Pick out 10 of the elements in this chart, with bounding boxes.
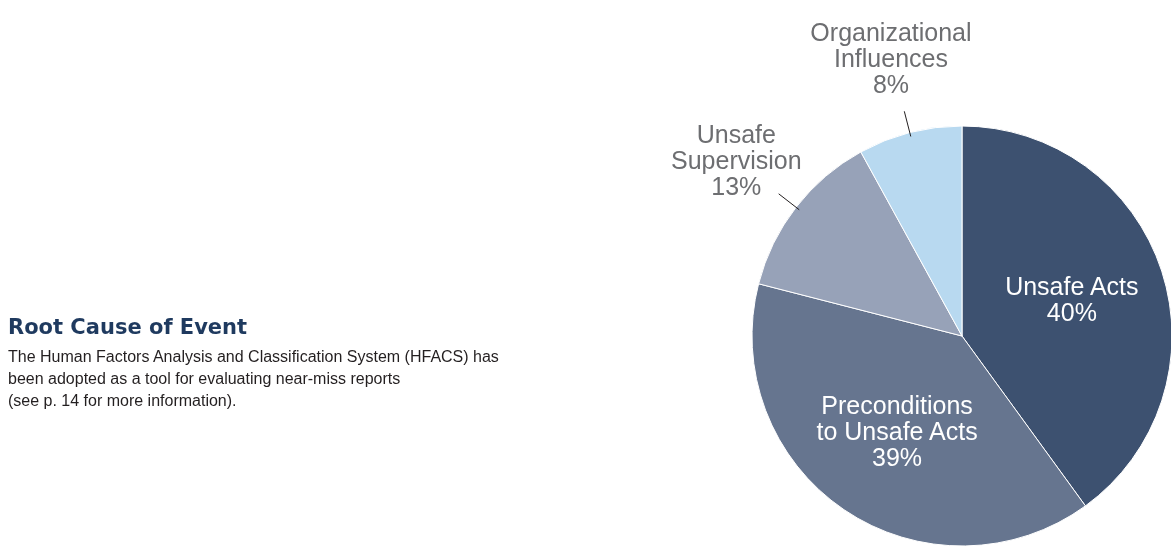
data-label: 39% (872, 442, 923, 471)
data-label: 40% (1046, 298, 1097, 327)
data-label: 8% (872, 70, 910, 99)
slice-label: Organizational Influences (810, 18, 972, 73)
text: Root Cause of Event (8, 315, 248, 339)
slice-label: Unsafe Supervision (671, 119, 802, 174)
text: The Human Factors Analysis and Classification System (HFACS) has been adopted as a tool for evaluating near-miss reports (see p. 14 for more information). (8, 348, 499, 409)
slice-label: Unsafe Acts (1005, 272, 1139, 301)
data-label: 13% (711, 171, 762, 200)
slice-label: Preconditions to Unsafe Acts (816, 390, 978, 445)
